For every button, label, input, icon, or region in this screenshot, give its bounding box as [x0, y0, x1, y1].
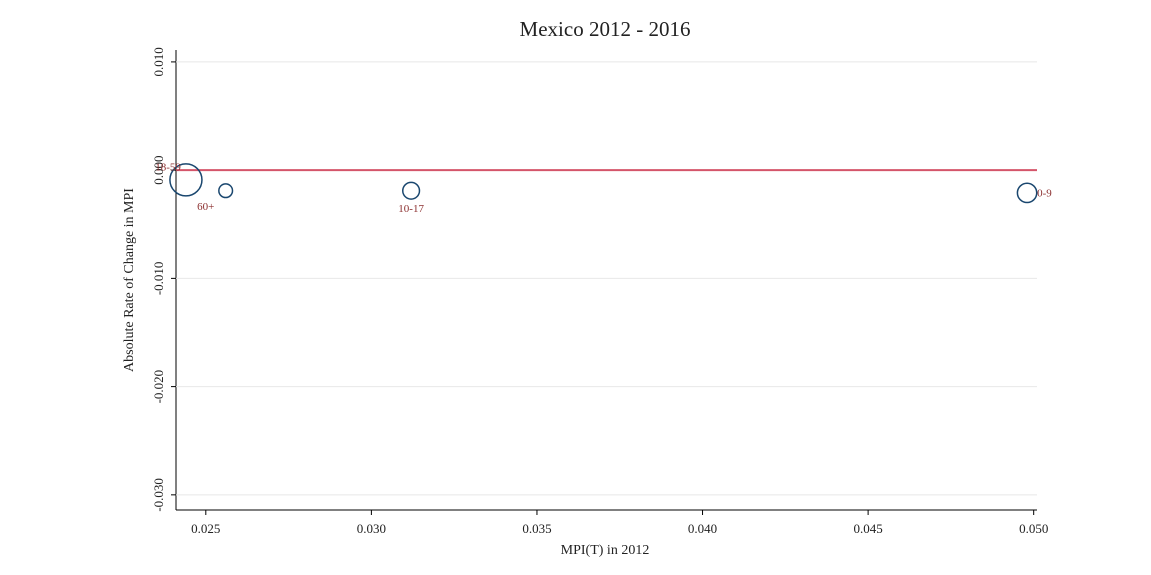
x-tick-label: 0.025: [191, 521, 220, 536]
bubble: [402, 181, 421, 200]
bubble: [169, 163, 203, 197]
y-tick-label: 0.000: [151, 156, 166, 185]
x-tick-label: 0.050: [1019, 521, 1048, 536]
chart-title: Mexico 2012 - 2016: [520, 17, 691, 41]
bubble: [218, 183, 234, 199]
y-axis-title: Absolute Rate of Change in MPI: [122, 188, 137, 372]
y-tick-label: -0.030: [151, 478, 166, 512]
x-tick-label: 0.035: [522, 521, 551, 536]
point-label: 60+: [197, 201, 214, 213]
x-tick-label: 0.040: [688, 521, 717, 536]
bubble: [1016, 182, 1038, 204]
x-axis-title: MPI(T) in 2012: [561, 543, 650, 558]
y-tick-label: 0.010: [151, 47, 166, 76]
point-label: 10-17: [398, 203, 424, 215]
point-label: 18-59: [155, 161, 181, 173]
y-tick-label: -0.020: [151, 370, 166, 404]
point-label: 0-9: [1037, 187, 1052, 199]
x-tick-label: 0.045: [853, 521, 882, 536]
y-tick-label: -0.010: [151, 262, 166, 296]
x-tick-label: 0.030: [357, 521, 386, 536]
